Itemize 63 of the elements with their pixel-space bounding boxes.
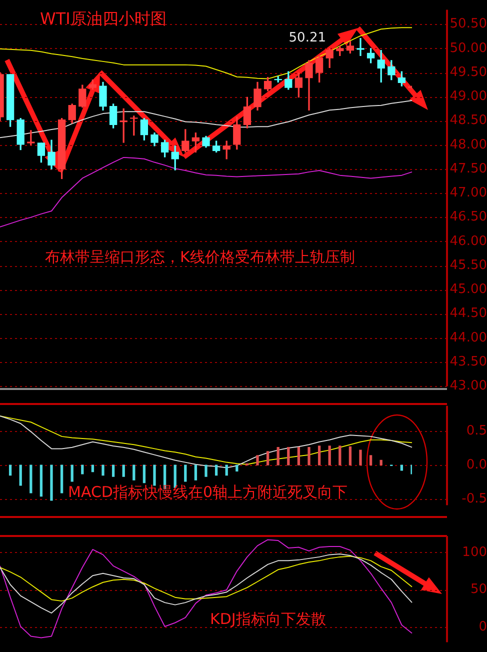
bar [297,447,300,466]
annotation: KDJ指标向下发散 [210,610,326,628]
bar [256,455,259,466]
annotation: 布林带呈缩口形态，K线价格受布林带上轨压制 [45,248,355,266]
bar [266,451,270,466]
y-tick-label: 47.00 [450,186,487,201]
bar [30,464,32,494]
bar [194,464,198,480]
y-tick-label: 44.50 [450,306,487,322]
candlestick [356,38,364,56]
bar [214,464,218,476]
bar [91,464,94,472]
annotation: MACD指标快慢线在0轴上方附近死叉向下 [68,482,348,501]
bar [225,464,228,476]
annotation: 50.21 [288,30,326,46]
y-tick-label: 48.50 [450,113,487,128]
bar [380,460,382,466]
bar [50,464,53,501]
bar [318,446,321,466]
y-tick-label: 44.00 [450,330,487,346]
bar [81,464,84,474]
y-tick-label: 46.00 [450,234,487,249]
y-tick-label: 0.5 [466,423,487,438]
bar [70,464,74,482]
y-tick-label: 0 [478,620,487,635]
bar [132,464,136,480]
y-tick-label: 47.50 [450,161,487,176]
bar [276,447,280,466]
bar [184,464,187,482]
bar [153,464,156,486]
y-tick-label: 50.00 [450,40,487,56]
y-tick-label: 49.50 [450,64,487,80]
y-tick-label: -0.5 [462,491,487,506]
bar [369,455,372,466]
y-tick-label: 50 [470,582,487,598]
bar [308,447,310,466]
bar [8,464,12,476]
y-tick-label: 45.00 [450,282,487,298]
bar [287,447,290,466]
bar [204,464,208,477]
bar [328,446,331,466]
bar [19,464,22,486]
chart-title: WTI原油四小时图 [40,9,166,28]
bar [142,464,146,484]
bar [40,464,43,497]
bar [102,464,104,476]
bar [359,450,362,466]
y-tick-label: 49.00 [450,89,487,104]
y-tick-label: 45.50 [450,258,487,273]
bar [60,464,64,494]
y-tick-label: 48.00 [450,137,487,152]
bar [236,464,238,472]
bar [112,464,115,477]
bar [338,446,342,466]
y-tick-label: 43.50 [450,354,487,370]
y-tick-label: 46.50 [450,210,487,225]
bar [122,464,125,477]
y-tick-label: 100 [462,544,487,560]
bar [400,464,404,471]
y-tick-label: 0.0 [466,457,487,472]
bar [348,446,352,466]
y-tick-label: 43.00 [450,378,487,394]
y-tick-label: 50.50 [450,16,487,32]
